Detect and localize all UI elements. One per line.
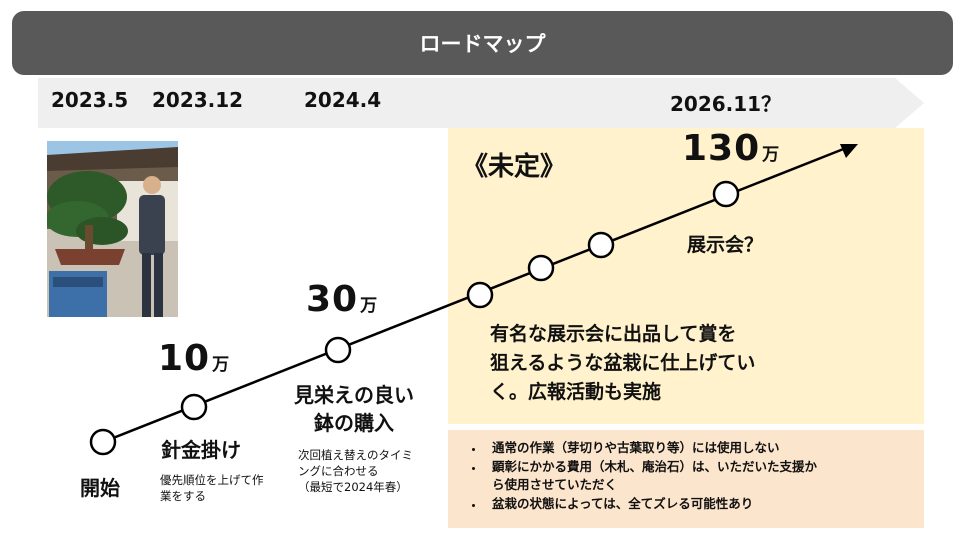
amount-30: 30 万 <box>306 279 378 320</box>
page-title: ロードマップ <box>419 32 546 56</box>
milestone-label-130: 展示会？ <box>687 234 764 256</box>
milestone-label-start: 開始 <box>80 476 120 500</box>
milestone-note-30-line-2: ングに合わせる <box>298 464 379 478</box>
conditions-panel <box>448 430 924 528</box>
undecided-panel <box>448 128 924 424</box>
plan-text-line-1: 有名な展示会に出品して賞を <box>490 323 737 345</box>
amount-30-unit: 万 <box>360 296 379 316</box>
timeline-date-1: 2023.5 <box>51 88 129 112</box>
amount-130: 130 万 <box>682 128 780 169</box>
undecided-label: 《未定》 <box>462 152 567 182</box>
step-dot-2 <box>527 254 555 282</box>
plan-text: 有名な展示会に出品して賞を 狙えるような盆栽に仕上げてい く。広報活動も実施 <box>490 320 755 407</box>
condition-item-1: 通常の作業（芽切りや古葉取り等）には使用しない <box>484 439 924 457</box>
condition-item-3: 盆栽の状態によっては、全てズレる可能性あり <box>484 495 924 513</box>
amount-10: 10 万 <box>158 338 230 379</box>
milestone-dot-130 <box>712 180 740 208</box>
milestone-note-10: 優先順位を上げて作 業をする <box>160 472 264 504</box>
milestone-label-30-line-1: 見栄えの良い <box>294 383 414 407</box>
plan-text-line-2: 狙えるような盆栽に仕上げてい <box>490 352 756 374</box>
condition-item-2-line-2: ら使用させていただく <box>492 477 618 492</box>
milestone-label-10: 針金掛け <box>161 438 241 462</box>
milestone-label-30-line-2: 鉢の購入 <box>314 411 394 435</box>
milestone-dot-start <box>89 428 117 456</box>
milestone-note-30-line-1: 次回植え替えのタイミ <box>298 448 413 462</box>
conditions-list: 通常の作業（芽切りや古葉取り等）には使用しない 顕彰にかかる費用（木札、庵治石）… <box>448 439 924 513</box>
milestone-label-30: 見栄えの良い 鉢の購入 <box>294 381 414 437</box>
milestone-note-10-line-2: 業をする <box>160 489 206 503</box>
amount-30-value: 30 <box>306 279 359 320</box>
conditions-list-container: 通常の作業（芽切りや古葉取り等）には使用しない 顕彰にかかる費用（木札、庵治石）… <box>448 439 924 514</box>
bonsai-photo <box>47 141 178 317</box>
amount-130-value: 130 <box>682 128 761 169</box>
timeline-date-4: 2026.11？ <box>670 92 782 116</box>
condition-item-2: 顕彰にかかる費用（木札、庵治石）は、いただいた支援か ら使用させていただく <box>484 458 924 494</box>
milestone-note-30: 次回植え替えのタイミ ングに合わせる （最短で2024年春） <box>298 447 413 495</box>
plan-text-line-3: く。広報活動も実施 <box>490 381 662 403</box>
condition-item-3-line-1: 盆栽の状態によっては、全てズレる可能性あり <box>492 496 754 511</box>
condition-item-2-line-1: 顕彰にかかる費用（木札、庵治石）は、いただいた支援か <box>492 459 818 474</box>
timeline-band-arrow <box>38 78 924 128</box>
progress-arrowhead <box>840 144 858 158</box>
milestone-dot-30 <box>324 336 352 364</box>
condition-item-1-line-1: 通常の作業（芽切りや古葉取り等）には使用しない <box>492 440 780 455</box>
amount-10-unit: 万 <box>212 355 231 375</box>
timeline-date-3: 2024.4 <box>304 88 382 112</box>
step-dot-3 <box>587 231 615 259</box>
milestone-dot-10 <box>180 393 208 421</box>
step-dot-1 <box>466 281 494 309</box>
amount-130-unit: 万 <box>762 145 781 165</box>
timeline-date-2: 2023.12 <box>152 88 244 112</box>
milestone-note-10-line-1: 優先順位を上げて作 <box>160 473 264 487</box>
milestone-note-30-line-3: （最短で2024年春） <box>298 480 408 494</box>
title-bar: ロードマップ <box>12 11 953 75</box>
amount-10-value: 10 <box>158 338 211 379</box>
